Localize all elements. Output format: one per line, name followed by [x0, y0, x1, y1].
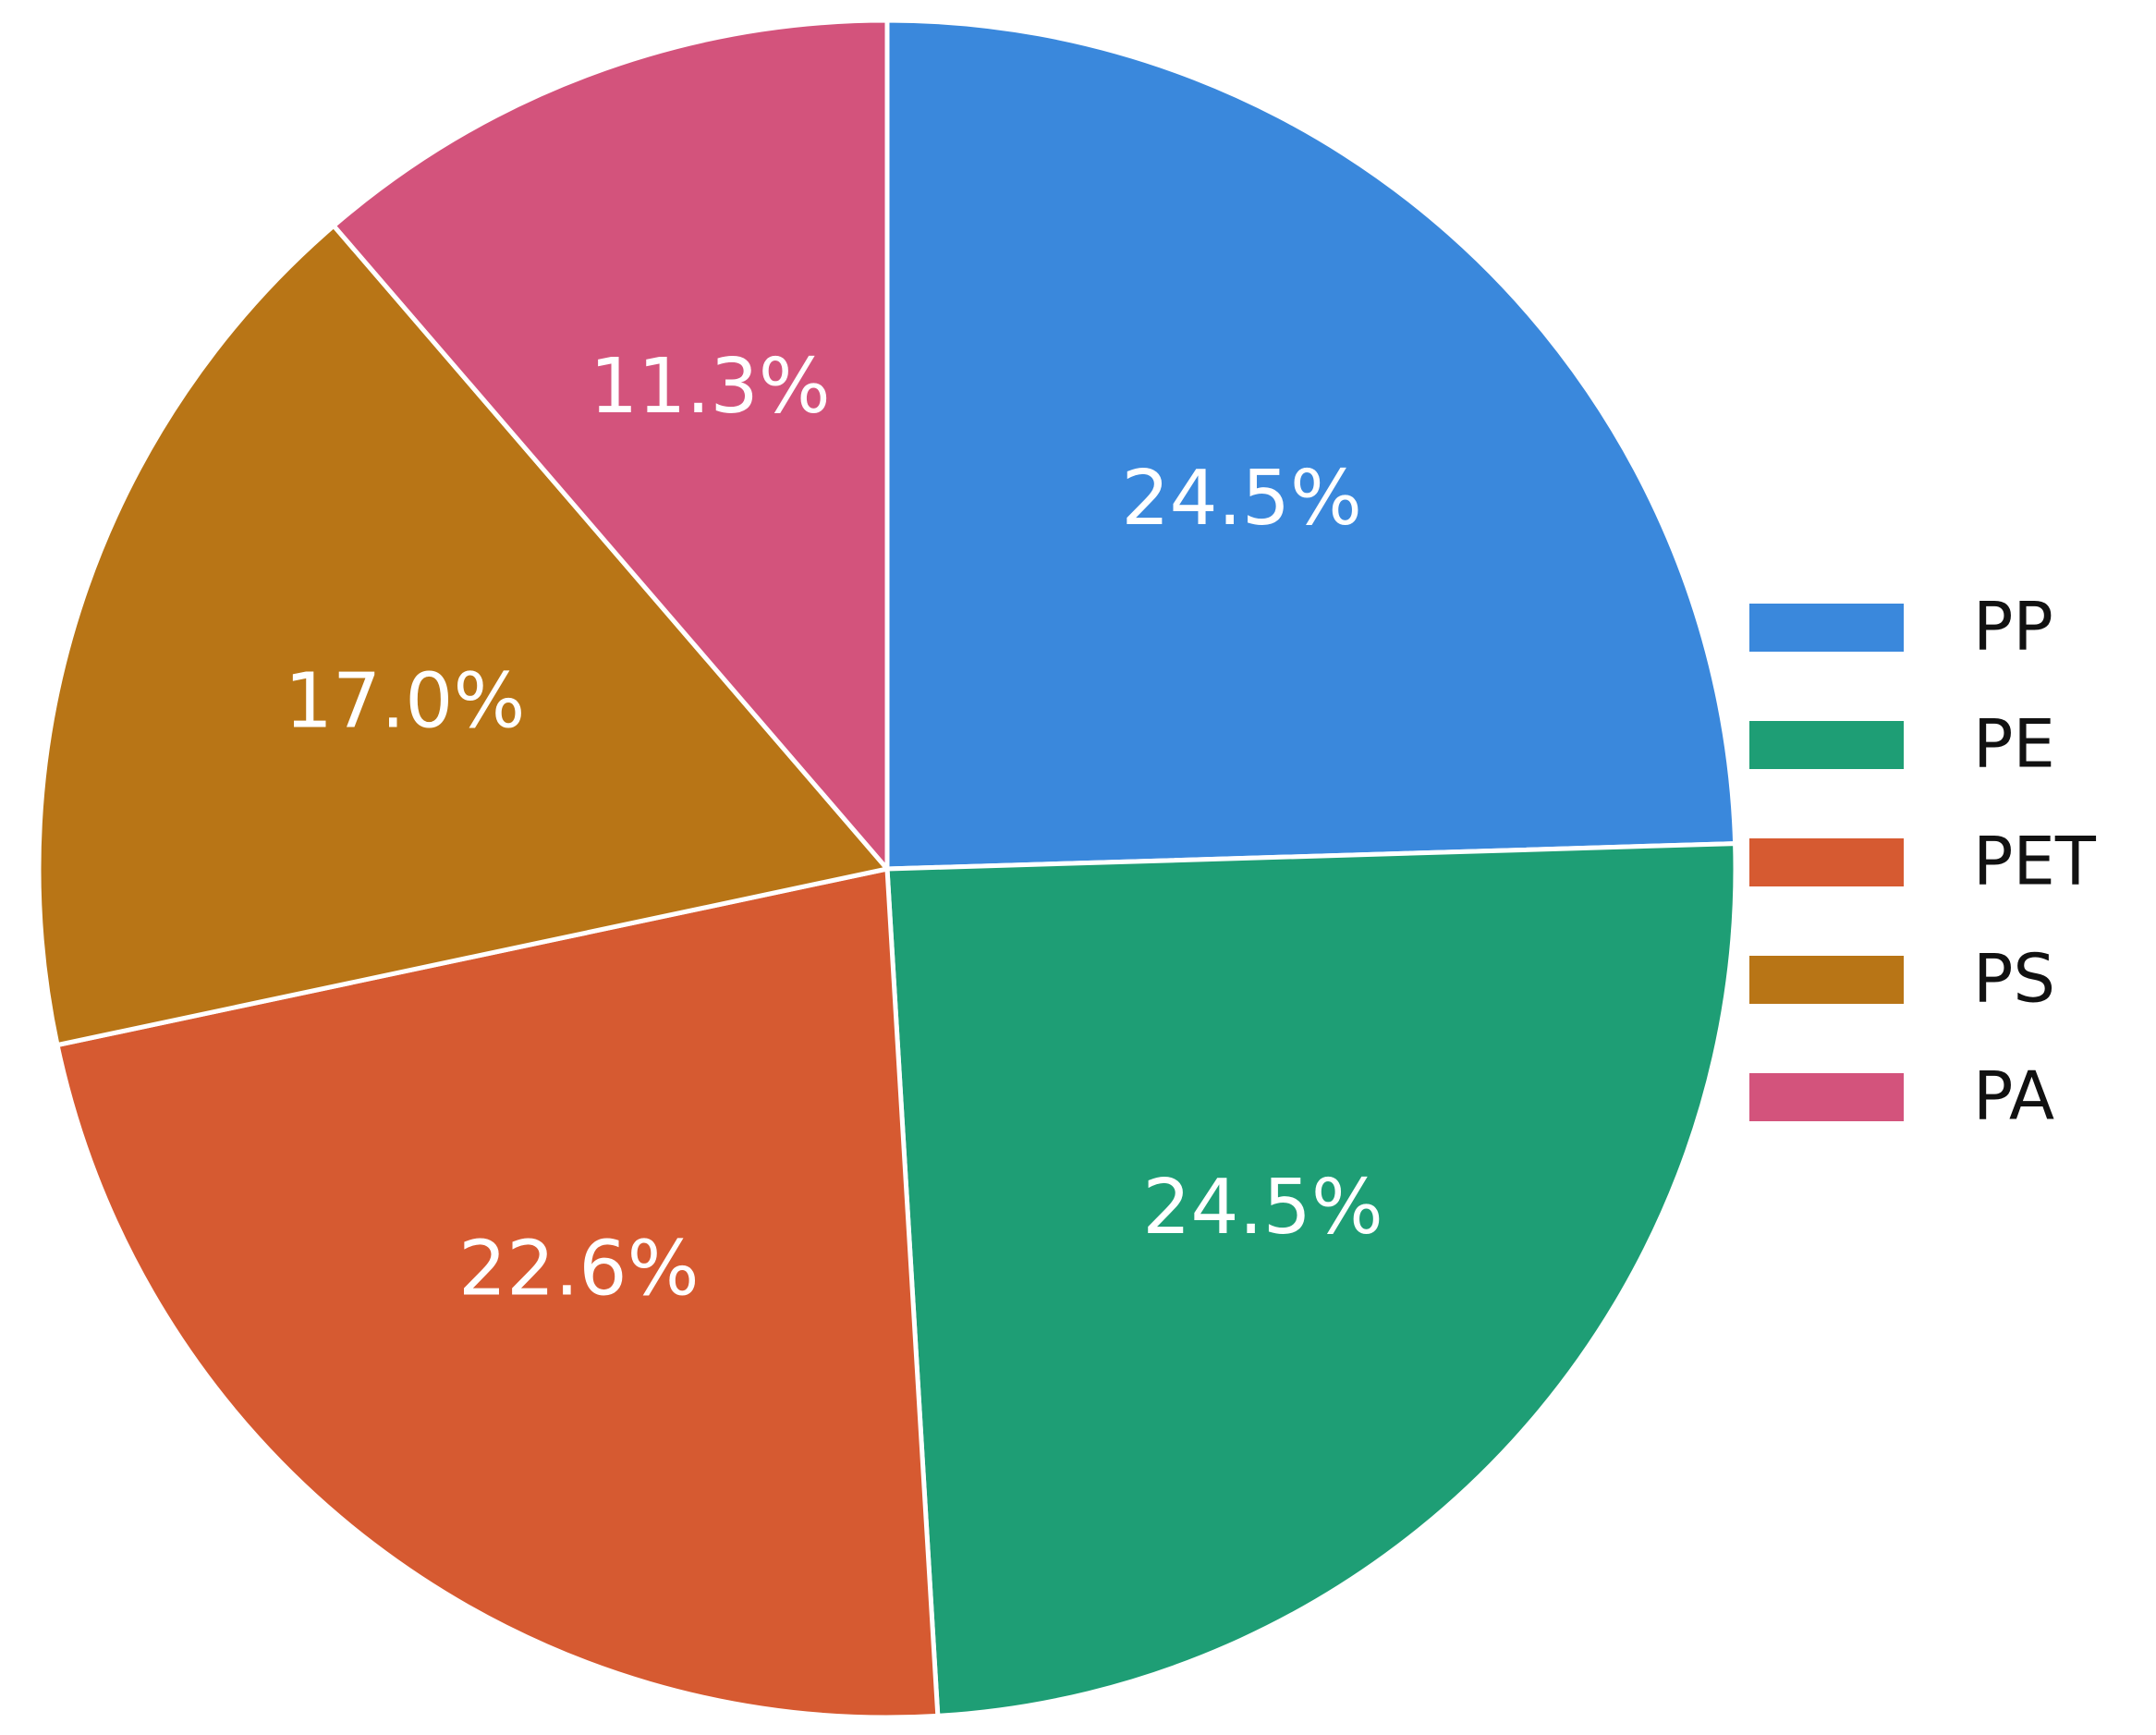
- legend-label: PS: [1973, 940, 2055, 1018]
- data-label: 24.5%: [1142, 1164, 1383, 1252]
- data-label: 24.5%: [1121, 455, 1362, 543]
- pie-wedge: [884, 841, 1738, 1718]
- legend-swatch: [1749, 1073, 1904, 1121]
- pie-wedge: [884, 18, 1738, 872]
- legend-swatch: [1749, 604, 1904, 652]
- legend-swatch: [1749, 838, 1904, 886]
- legend-label: PP: [1973, 588, 2053, 666]
- data-label: 11.3%: [590, 343, 831, 431]
- legend-label: PA: [1973, 1057, 2054, 1135]
- pie-wedge: [55, 866, 941, 1720]
- legend-label: PET: [1973, 823, 2097, 900]
- data-label: 22.6%: [458, 1226, 700, 1313]
- legend-label: PE: [1973, 705, 2055, 783]
- pie-wedge: [331, 18, 890, 872]
- legend-swatch: [1749, 721, 1904, 769]
- data-label: 17.0%: [285, 657, 526, 745]
- pie-wedge: [36, 223, 890, 1048]
- legend-swatch: [1749, 956, 1904, 1004]
